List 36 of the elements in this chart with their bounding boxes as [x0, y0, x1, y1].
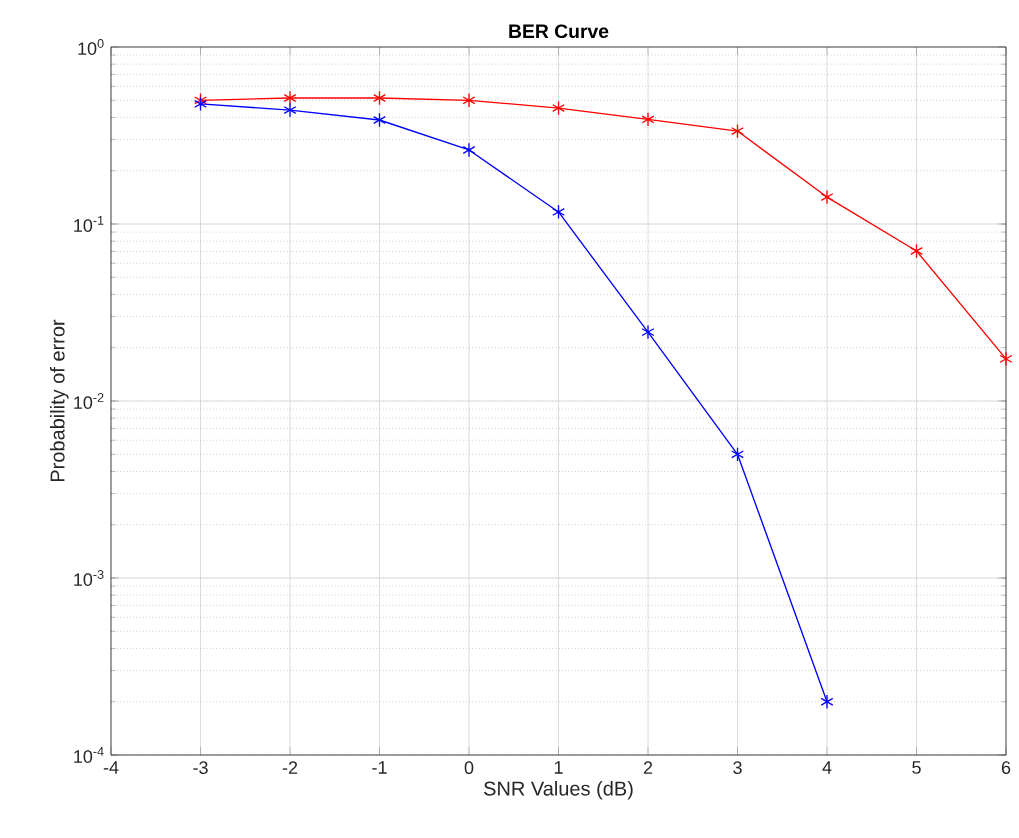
y-tick-label: 10$^{-4}$ — [74, 747, 104, 763]
x-axis-title: SNR Values (dB) — [484, 780, 633, 800]
point — [731, 446, 744, 462]
chart-title: BER Curve — [509, 24, 609, 39]
point — [373, 90, 386, 106]
point — [552, 100, 565, 116]
x-tick-label: 6 — [1001, 761, 1011, 775]
x-tick-label: 2 — [643, 761, 653, 774]
point — [999, 351, 1013, 367]
x-tick-label: 4 — [822, 761, 832, 774]
y-axis-title: Probability of error — [49, 319, 69, 482]
x-tick-label: 0 — [464, 761, 474, 775]
x-tick-label: 3 — [733, 761, 742, 775]
point — [641, 112, 655, 127]
y-tick-label: 10$^{0}$ — [78, 39, 104, 55]
x-tick-label: 1 — [554, 761, 563, 774]
point — [373, 112, 386, 128]
x-tick-label: -3 — [193, 761, 208, 775]
x-tick-label: -4 — [103, 761, 119, 774]
y-tick-label: 10$^{-3}$ — [74, 570, 104, 586]
point — [820, 694, 834, 710]
point — [910, 243, 923, 259]
point — [194, 96, 207, 112]
x-tick-label: -2 — [282, 761, 298, 774]
x-tick-label: 5 — [912, 761, 921, 774]
point — [641, 324, 655, 340]
y-tick-label: 10$^{-1}$ — [74, 216, 104, 232]
point — [462, 142, 476, 158]
point — [820, 189, 834, 205]
point — [283, 90, 297, 106]
x-tick-label: -1 — [372, 761, 387, 774]
y-tick-label: 10$^{-2}$ — [74, 393, 104, 409]
point — [731, 123, 744, 139]
point — [283, 102, 297, 118]
point — [552, 204, 565, 220]
point — [462, 92, 476, 108]
